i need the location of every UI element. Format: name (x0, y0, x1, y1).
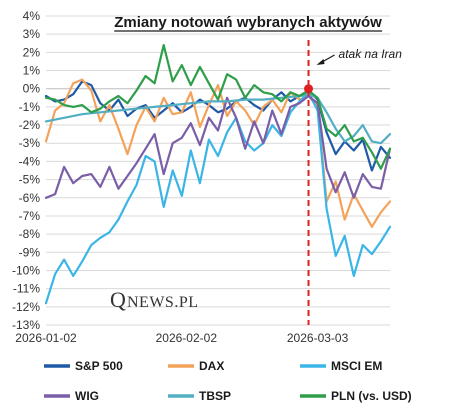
y-tick-label: -12% (12, 300, 40, 314)
series-line (44, 94, 392, 199)
chart-title: Zmiany notowań wybranych aktywów (114, 14, 382, 31)
y-tick-label: -3% (19, 136, 41, 150)
series-line (44, 78, 392, 228)
legend-label: WIG (75, 389, 99, 403)
y-tick-label: 1% (23, 64, 41, 78)
series-lines (44, 43, 392, 305)
x-tick-label: 2026-02-02 (156, 331, 218, 345)
y-tick-label: 3% (23, 27, 41, 41)
y-tick-label: 0% (23, 82, 41, 96)
logo-text: NEWS.PL (127, 294, 199, 311)
x-tick-label: 2026-03-03 (287, 331, 349, 345)
qnews-logo: Q NEWS.PL (110, 287, 199, 312)
y-tick-label: -8% (19, 227, 41, 241)
y-tick-label: -6% (19, 191, 41, 205)
y-tick-label: -5% (19, 173, 41, 187)
y-tick-label: -4% (19, 154, 41, 168)
y-tick-label: 2% (23, 45, 41, 59)
y-tick-label: -11% (13, 282, 40, 296)
y-tick-label: 4% (23, 9, 41, 23)
x-axis-ticks: 2026-01-02 2026-02-02 2026-03-03 (15, 331, 348, 345)
legend-label: TBSP (199, 389, 231, 403)
chart-legend: S&P 500 DAX MSCI EM WIG TBSP PLN (vs. USD) (44, 359, 412, 403)
y-tick-label: -9% (19, 245, 41, 259)
legend-label: MSCI EM (331, 359, 382, 373)
legend-label: PLN (vs. USD) (331, 389, 412, 403)
event-annotation-label: atak na Iran (339, 47, 403, 61)
series-line (44, 43, 392, 170)
y-tick-label: -2% (19, 118, 41, 132)
y-tick-label: -1% (19, 100, 41, 114)
logo-q-letter: Q (110, 287, 126, 312)
y-tick-label: -13% (12, 318, 40, 332)
y-axis-ticks: 4% 3% 2% 1% 0% -1% -2% -3% -4% -5% -6% -7% -8% -9% -10… (12, 9, 40, 332)
legend-label: DAX (199, 359, 224, 373)
y-tick-label: -7% (19, 209, 41, 223)
x-tick-label: 2026-01-02 (15, 331, 77, 345)
series-line (44, 93, 392, 145)
y-tick-label: -10% (12, 263, 40, 277)
event-annotation: atak na Iran (304, 40, 402, 325)
series-line (44, 91, 392, 305)
legend-label: S&P 500 (75, 359, 123, 373)
event-marker-dot (304, 84, 314, 94)
event-arrow-head (316, 59, 325, 65)
